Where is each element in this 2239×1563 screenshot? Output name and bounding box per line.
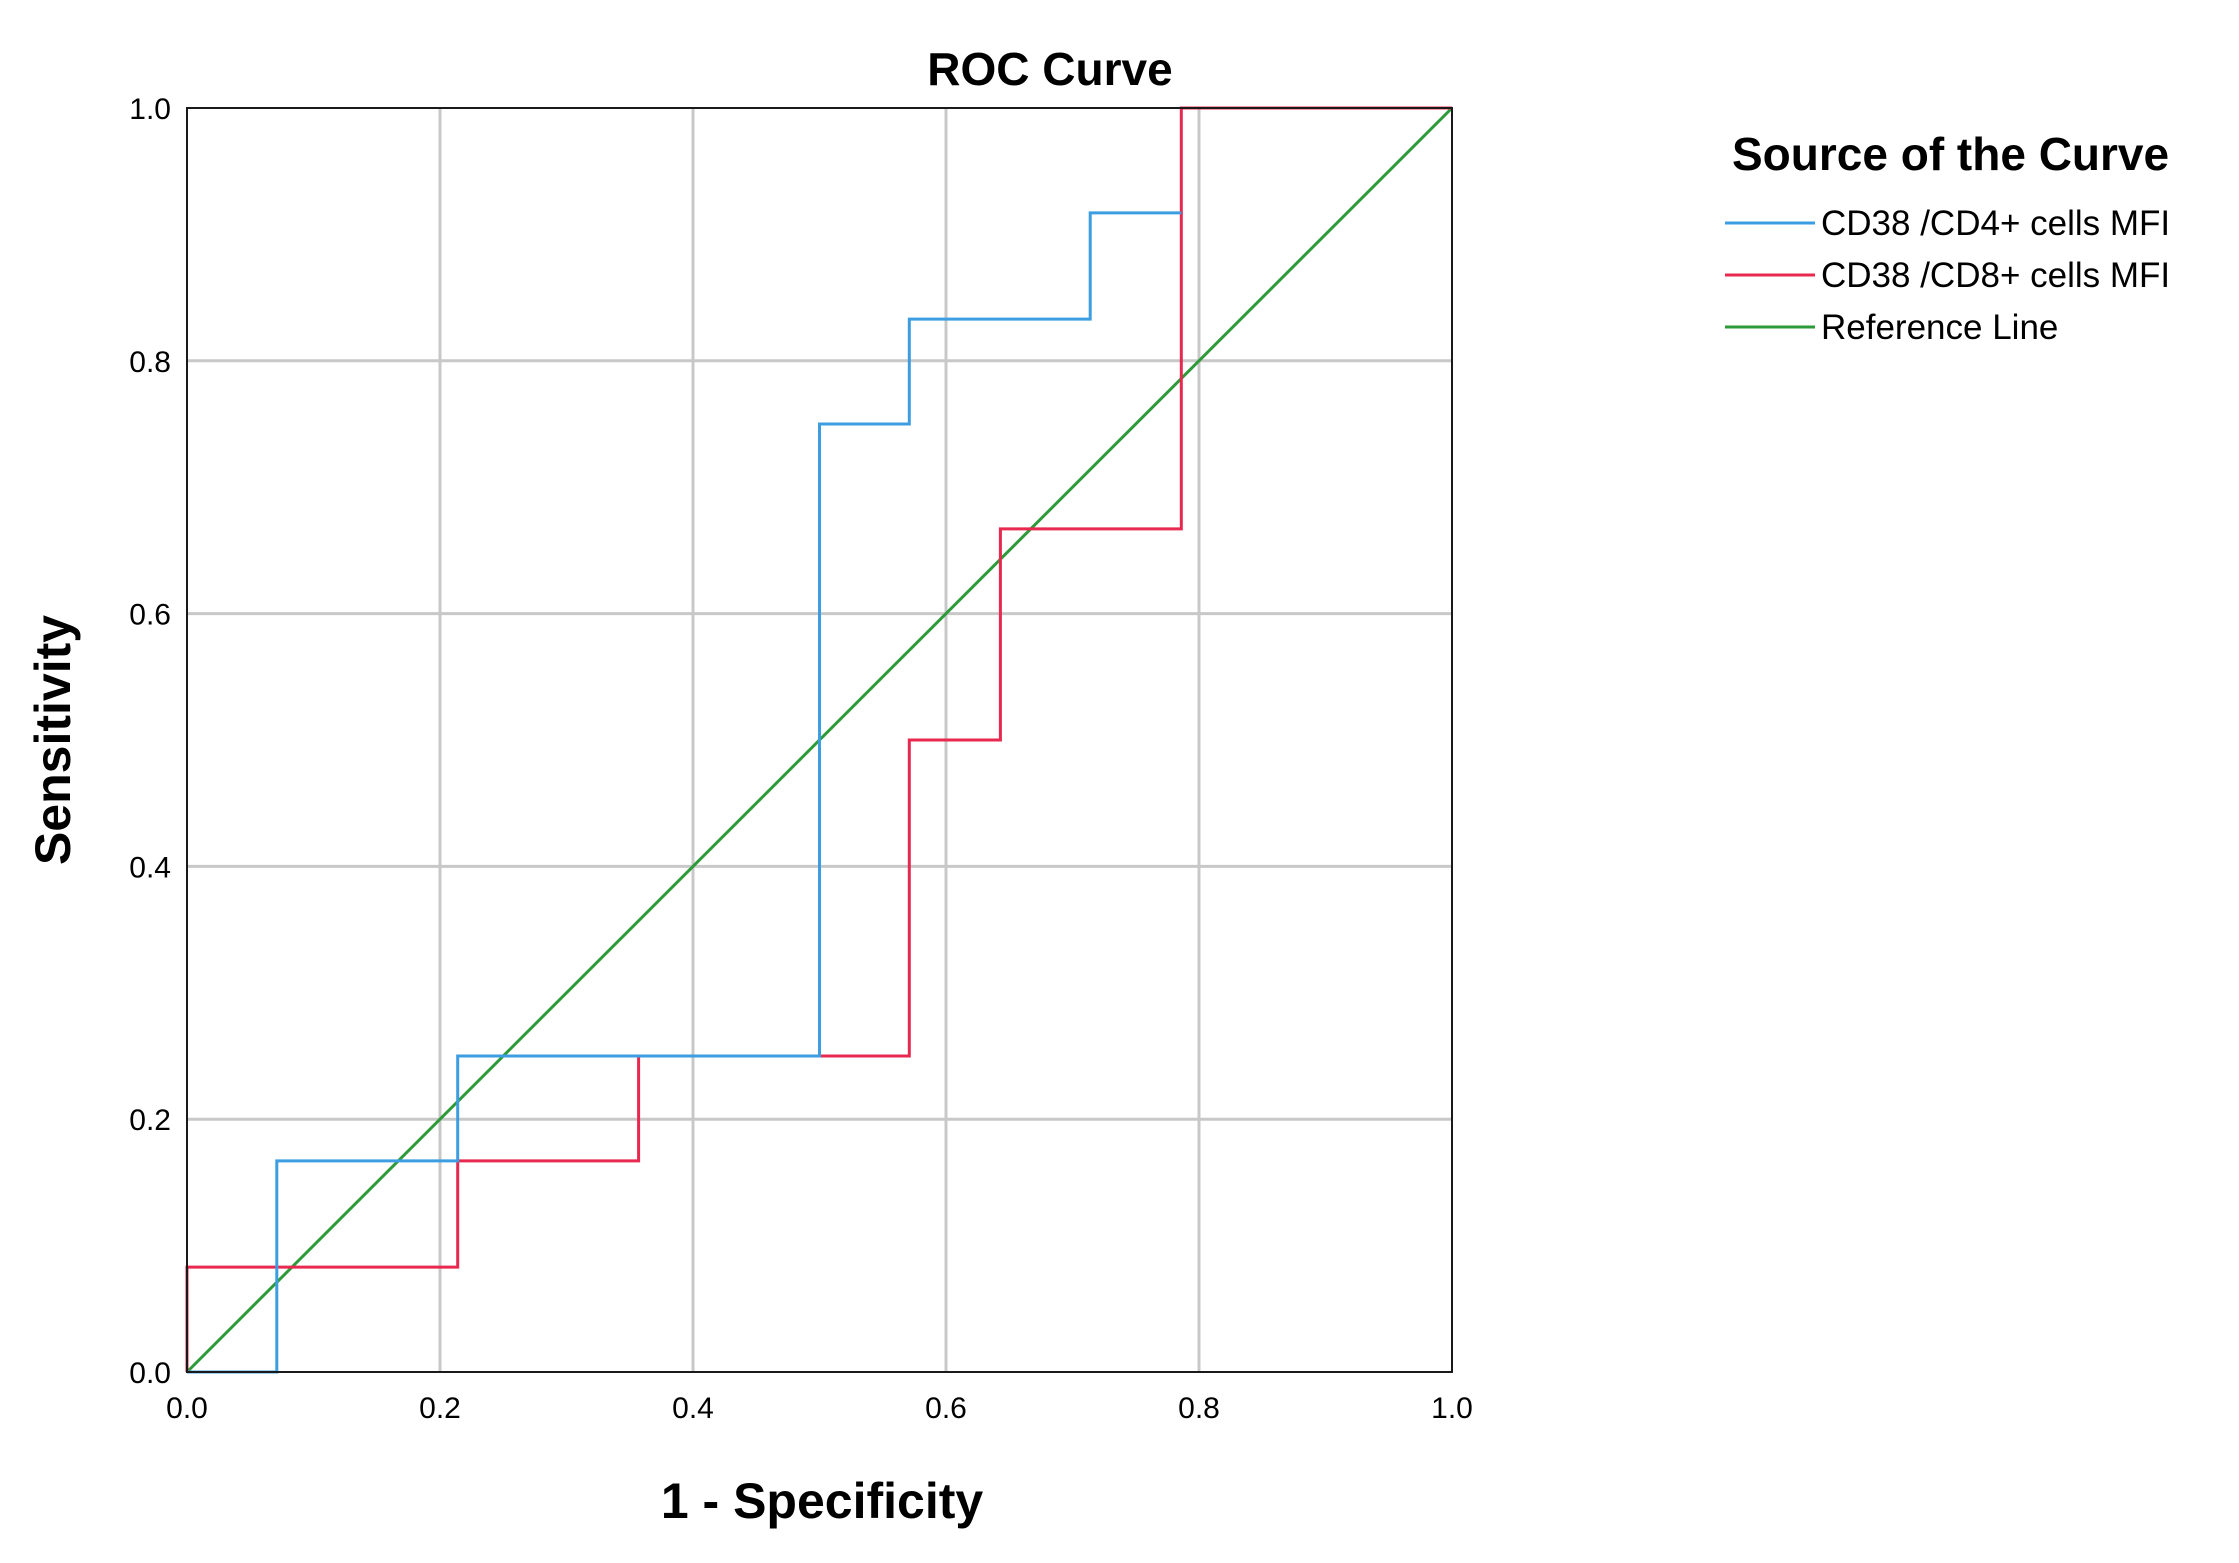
series-line-cd38-cd4-cells-mfi	[187, 211, 1182, 1374]
y-tick-label: 0.0	[129, 1357, 171, 1390]
y-tick-label: 1.0	[129, 93, 171, 126]
legend-entries: CD38 /CD4+ cells MFI CD38 /CD8+ cells MFI…	[1725, 204, 2170, 347]
chart-title: ROC Curve	[927, 43, 1172, 95]
y-tick-label: 0.4	[129, 851, 171, 884]
tick-layer: 0.0 0.2 0.4 0.6 0.8 1.0 0.0 0.2 0.4 0.6 0.8 1.0	[129, 93, 1473, 1425]
y-tick-label: 0.8	[129, 346, 171, 379]
legend-title: Source of the Curve	[1732, 128, 2169, 180]
x-axis-label: 1 - Specificity	[661, 1473, 984, 1529]
legend-entry-label: CD38 /CD8+ cells MFI	[1821, 256, 2170, 295]
y-axis-label: Sensitivity	[25, 615, 81, 865]
series-layer	[185, 106, 1454, 1374]
plot-frame	[186, 107, 1453, 1373]
legend-entry-label: CD38 /CD4+ cells MFI	[1821, 204, 2170, 243]
y-tick-label: 0.2	[129, 1104, 171, 1137]
legend: Source of the Curve CD38 /CD4+ cells MFI…	[1725, 128, 2170, 347]
legend-entry-label: Reference Line	[1821, 308, 2058, 347]
x-tick-label: 0.6	[925, 1392, 967, 1425]
x-tick-label: 1.0	[1431, 1392, 1473, 1425]
x-tick-label: 0.0	[166, 1392, 208, 1425]
x-tick-label: 0.8	[1178, 1392, 1220, 1425]
x-tick-label: 0.2	[419, 1392, 461, 1425]
x-tick-label: 0.4	[672, 1392, 714, 1425]
series-line-cd38-cd8-cells-mfi	[185, 106, 1452, 1372]
y-tick-label: 0.6	[129, 599, 171, 632]
